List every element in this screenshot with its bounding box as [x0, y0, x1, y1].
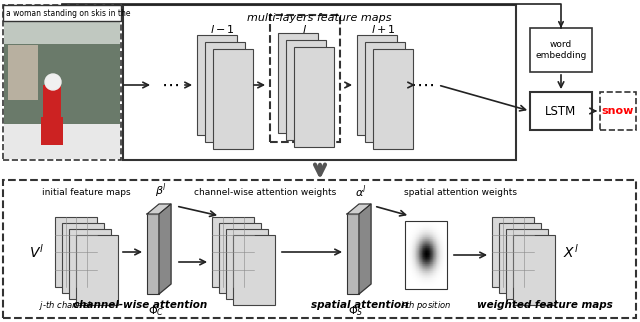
Bar	[365, 42, 405, 142]
Bar	[147, 214, 159, 294]
Text: $l$: $l$	[303, 23, 307, 35]
Bar	[513, 235, 555, 305]
Bar	[8, 45, 38, 100]
Bar	[205, 42, 245, 142]
Text: $i$-th position: $i$-th position	[401, 299, 452, 312]
Polygon shape	[147, 204, 171, 214]
Bar	[530, 28, 592, 72]
Text: multi-layers feature maps: multi-layers feature maps	[247, 13, 392, 23]
Bar	[233, 235, 275, 305]
Text: $X^l$: $X^l$	[563, 243, 579, 261]
Text: spatial attention: spatial attention	[311, 300, 409, 310]
Bar	[43, 85, 61, 120]
Bar	[197, 35, 237, 135]
Bar	[492, 217, 534, 287]
Bar	[69, 229, 111, 299]
Bar	[347, 214, 359, 294]
Bar	[76, 235, 118, 305]
Text: LSTM: LSTM	[545, 105, 577, 118]
Bar	[226, 229, 268, 299]
Text: initial feature maps: initial feature maps	[42, 188, 131, 197]
Text: $\alpha^l$: $\alpha^l$	[355, 184, 367, 200]
Text: $\Phi_S$: $\Phi_S$	[348, 304, 364, 318]
Bar	[41, 117, 63, 145]
Text: weighted feature maps: weighted feature maps	[477, 300, 613, 310]
Bar	[530, 92, 592, 130]
Bar	[286, 40, 326, 140]
Bar	[4, 6, 120, 159]
Text: $\Phi_C$: $\Phi_C$	[148, 304, 164, 318]
Bar	[373, 49, 413, 149]
Bar	[278, 33, 318, 133]
Bar	[4, 44, 120, 124]
Text: $\beta^l$: $\beta^l$	[155, 181, 167, 200]
Text: $\cdots$: $\cdots$	[161, 76, 179, 94]
Circle shape	[45, 74, 61, 90]
Bar	[3, 180, 636, 318]
Text: channel-wise attention: channel-wise attention	[73, 300, 207, 310]
Bar	[3, 5, 121, 160]
Polygon shape	[159, 204, 171, 294]
Bar	[506, 229, 548, 299]
Bar	[294, 47, 334, 147]
Text: a woman standing on skis in the: a woman standing on skis in the	[6, 8, 131, 17]
Bar	[123, 5, 516, 160]
Text: word
embedding: word embedding	[535, 40, 587, 60]
Bar	[499, 223, 541, 293]
Polygon shape	[359, 204, 371, 294]
Bar	[270, 15, 340, 142]
Text: $l-1$: $l-1$	[210, 23, 234, 35]
Bar	[3, 5, 121, 21]
Text: $l+1$: $l+1$	[371, 23, 396, 35]
Polygon shape	[347, 204, 371, 214]
Text: $V^l$: $V^l$	[29, 243, 45, 261]
Bar	[55, 217, 97, 287]
Bar	[405, 221, 447, 289]
Text: snow: snow	[602, 106, 634, 116]
Bar	[357, 35, 397, 135]
Bar	[219, 223, 261, 293]
Text: spatial attention weights: spatial attention weights	[403, 188, 516, 197]
Bar	[4, 124, 120, 159]
Text: channel-wise attention weights: channel-wise attention weights	[194, 188, 336, 197]
Bar	[213, 49, 253, 149]
Text: $j$-th channel: $j$-th channel	[38, 299, 92, 312]
Text: $\cdots$: $\cdots$	[416, 76, 434, 94]
Bar	[62, 223, 104, 293]
Bar	[212, 217, 254, 287]
Bar	[600, 92, 636, 130]
